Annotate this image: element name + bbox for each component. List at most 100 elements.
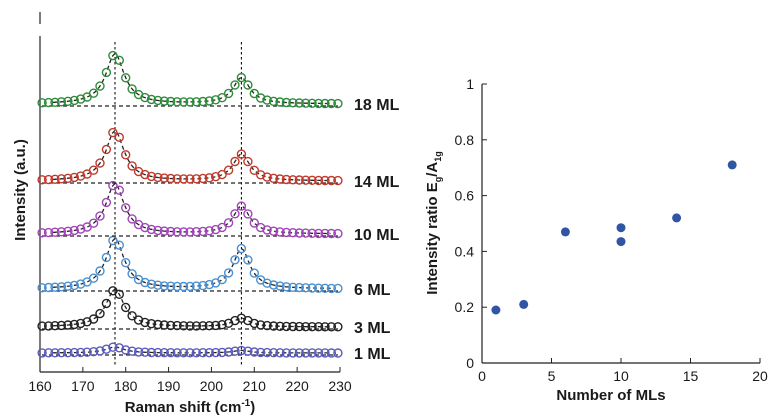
spectrum-data-marker <box>307 228 317 239</box>
spectrum-data-marker <box>37 98 47 108</box>
spectrum-data-marker <box>50 348 60 358</box>
spectrum-data-marker <box>230 315 240 326</box>
spectrum-data-marker <box>146 347 157 358</box>
spectrum-data-marker <box>198 96 208 107</box>
spectrum-data-marker <box>56 227 67 237</box>
spectrum-data-marker <box>210 224 221 235</box>
spectrum-data-marker <box>178 281 189 292</box>
spectra-x-tick-label: 180 <box>114 378 138 394</box>
spectrum-data-marker <box>165 281 176 291</box>
spectrum-data-marker <box>178 174 189 184</box>
spectrum-data-marker <box>320 348 330 358</box>
spectrum-data-marker <box>236 201 247 211</box>
spectrum-fit-curve <box>52 130 331 182</box>
spectrum-label: 3 ML <box>354 320 391 337</box>
spectrum-data-marker <box>326 228 337 239</box>
spectrum-data-marker <box>313 98 324 109</box>
spectrum-data-marker <box>114 132 125 143</box>
spectrum-data-marker <box>43 282 54 293</box>
spectrum-data-marker <box>281 174 292 185</box>
spectrum-data-marker <box>172 348 182 358</box>
spectrum-data-marker <box>198 173 208 184</box>
spectrum-data-marker <box>108 50 118 61</box>
spectrum-data-marker <box>108 127 118 138</box>
spectrum-data-marker <box>262 225 272 235</box>
spectrum-data-marker <box>288 227 298 238</box>
spectrum-data-marker <box>178 227 189 237</box>
spectrum-data-marker <box>288 282 298 292</box>
spectrum-data-marker <box>320 228 330 239</box>
spectrum-data-marker <box>69 225 80 236</box>
ratio-x-tick-label: 5 <box>548 368 556 384</box>
spectrum-data-marker <box>198 321 208 331</box>
spectrum-data-marker <box>191 321 202 331</box>
spectrum-data-marker <box>172 97 182 107</box>
spectrum-data-marker <box>88 314 99 324</box>
spectrum-data-marker <box>75 94 86 104</box>
spectrum-data-marker <box>120 345 131 355</box>
spectrum-fit-curve <box>52 288 331 328</box>
spectrum-data-marker <box>95 346 105 356</box>
spectrum-data-marker <box>114 289 125 299</box>
spectrum-data-marker <box>275 174 285 184</box>
spectrum-data-marker <box>333 98 343 109</box>
spectrum-data-marker <box>43 227 54 238</box>
spectrum-data-marker <box>95 81 105 91</box>
spectrum-data-marker <box>114 240 125 250</box>
ratio-axis-ticks: 0 5 10 15 20 0 0.2 0.4 0.6 0.8 1 <box>455 76 768 384</box>
spectrum-data-marker <box>185 348 195 358</box>
spectrum-data-marker <box>333 348 343 358</box>
spectrum-data-marker <box>75 171 86 181</box>
spectrum-data-marker <box>236 345 247 356</box>
spectrum-data-marker <box>159 173 170 183</box>
spectrum-data-marker <box>69 172 80 183</box>
spectrum-data-marker <box>204 279 215 290</box>
spectrum-data-marker <box>95 211 105 221</box>
spectrum-data-marker <box>37 321 47 331</box>
spectrum-label: 1 ML <box>354 346 391 363</box>
spectrum-data-marker <box>313 283 324 293</box>
spectrum-data-marker <box>281 97 292 108</box>
spectrum-data-marker <box>172 281 182 292</box>
spectrum-data-marker <box>185 97 195 107</box>
spectrum-data-marker <box>127 161 137 171</box>
spectrum-data-marker <box>56 174 67 184</box>
ratio-y-tick-label: 0 <box>466 355 474 371</box>
spectrum-data-marker <box>210 95 221 105</box>
spectrum-data-marker <box>37 228 47 238</box>
spectrum-data-marker <box>140 347 150 357</box>
intensity-ratio-panel: 0 5 10 15 20 0 0.2 0.4 0.6 0.8 1 Number of MLs Int… <box>424 76 768 404</box>
ratio-x-tick-label: 0 <box>478 368 486 384</box>
spectrum-data-marker <box>127 346 137 356</box>
spectra-x-ticks: 160 170 180 190 200 210 220 230 <box>28 367 352 394</box>
spectrum-data-marker <box>288 175 298 185</box>
spectrum-data-marker <box>294 228 304 238</box>
spectrum-data-marker <box>172 320 182 331</box>
spectrum-data-marker <box>50 321 60 331</box>
spectrum-data-marker <box>133 315 144 325</box>
ratio-data-point <box>616 237 626 247</box>
spectrum-data-marker <box>88 165 99 175</box>
spectrum-data-marker <box>333 283 343 294</box>
ratio-x-tick-label: 15 <box>683 368 699 384</box>
spectra-x-axis-title-text: Raman shift <box>125 399 211 416</box>
spectrum-data-marker <box>101 344 112 354</box>
spectrum-data-marker <box>140 277 150 288</box>
spectra-x-axis-title: Raman shift (cm-1) <box>125 398 255 416</box>
spectrum-data-marker <box>69 280 80 291</box>
spectrum-data-marker <box>69 347 80 358</box>
spectrum-data-marker <box>307 348 317 358</box>
spectrum-data-marker <box>56 348 67 358</box>
spectrum-data-marker <box>217 169 227 180</box>
spectrum-fit-curve <box>52 53 331 105</box>
spectrum-data-marker <box>262 278 272 288</box>
spectra-x-tick-label: 210 <box>243 378 267 394</box>
spectrum-data-marker <box>159 281 170 291</box>
spectrum-data-marker <box>140 317 150 328</box>
spectrum-data-marker <box>313 175 324 186</box>
spectrum-data-marker <box>146 94 157 105</box>
spectrum-data-marker <box>281 321 292 332</box>
spectrum-data-marker <box>217 320 227 330</box>
ratio-data-point <box>616 223 626 233</box>
spectrum-data-marker <box>127 214 137 224</box>
